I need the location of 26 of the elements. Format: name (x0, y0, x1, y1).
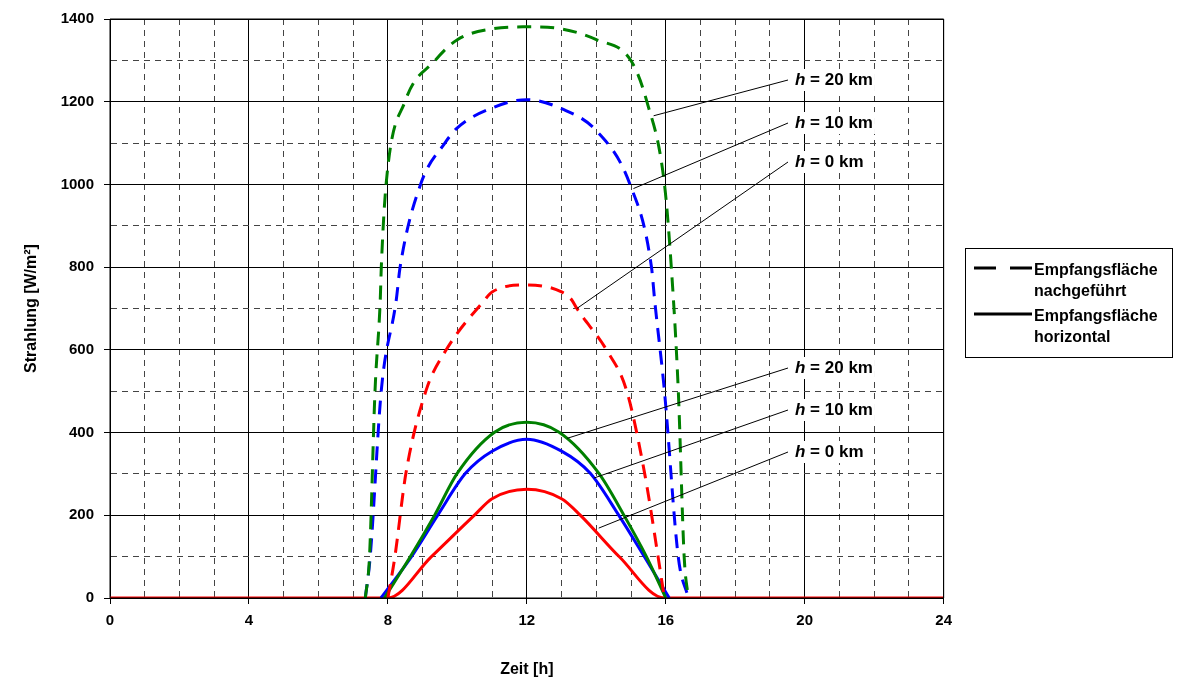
x-tick-label: 0 (105, 611, 115, 629)
annotation: h = 20 km (795, 69, 873, 89)
x-tick-label: 4 (244, 611, 254, 629)
x-tick-label: 12 (518, 611, 536, 629)
y-tick-label: 200 (68, 505, 94, 523)
x-tick-label: 16 (657, 611, 675, 629)
annotation: h = 0 km (795, 441, 864, 461)
x-axis-title: Zeit [h] (500, 659, 554, 677)
annotation: h = 20 km (795, 357, 873, 377)
x-tick-label: 24 (935, 611, 953, 629)
y-axis-title: Strahlung [W/m²] (22, 244, 40, 373)
text: Empfangsfläche nachgeführt (1034, 260, 1159, 301)
text: Empfangsfläche horizontal (1034, 306, 1159, 347)
y-tick-label: 0 (85, 588, 94, 606)
annotation: h = 0 km (795, 151, 864, 171)
y-tick-label: 1400 (60, 9, 94, 27)
annotation: h = 10 km (795, 112, 873, 132)
line-series (386, 283, 666, 598)
y-tick-label: 1000 (60, 174, 94, 192)
y-tick-label: 400 (68, 422, 94, 440)
annotation: h = 10 km (795, 399, 873, 419)
x-tick-label: 20 (796, 611, 814, 629)
x-tick-label: 8 (383, 611, 393, 629)
y-tick-label: 600 (68, 340, 94, 357)
y-tick-label: 1200 (60, 91, 94, 109)
y-tick-label: 800 (68, 257, 94, 275)
